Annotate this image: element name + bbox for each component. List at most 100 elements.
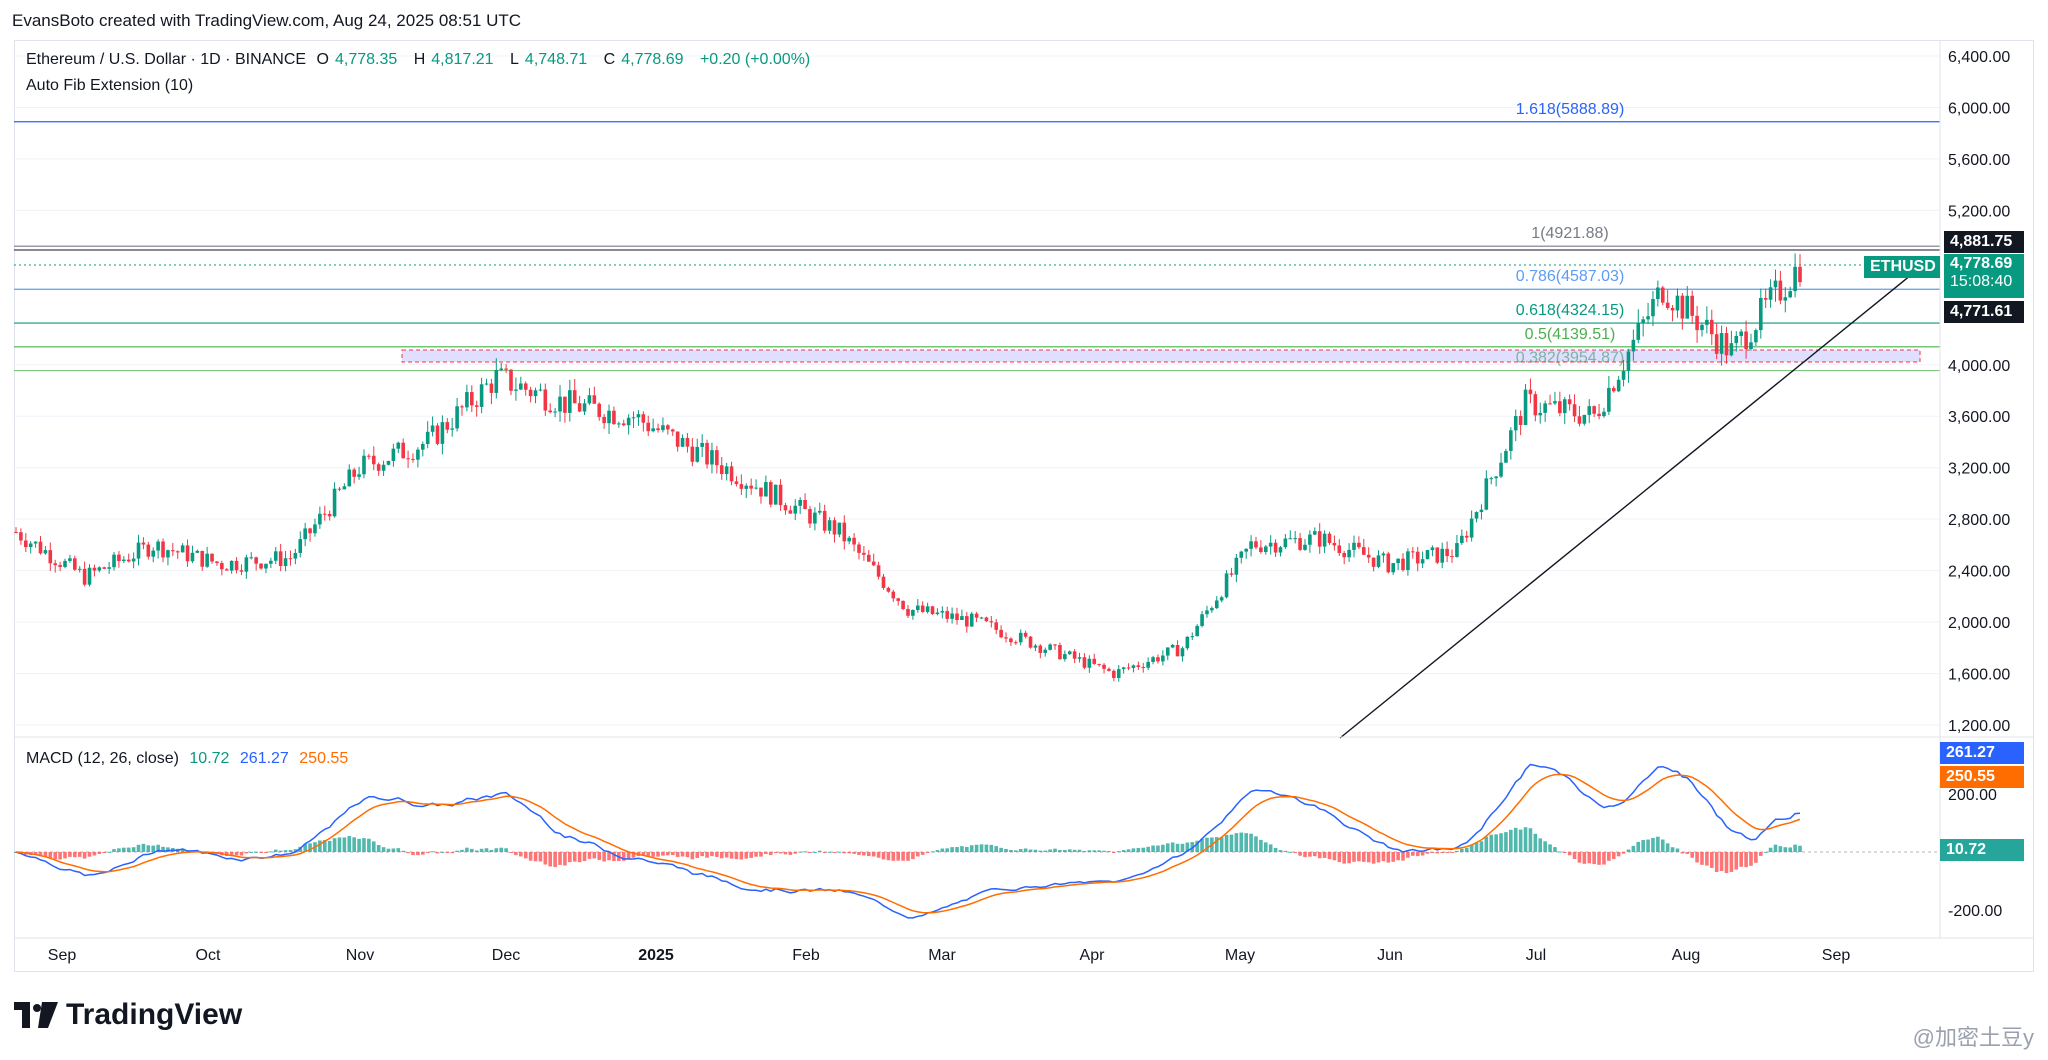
- candle-body: [940, 611, 945, 613]
- candle-body: [1053, 644, 1057, 646]
- macd-hist-bar: [1675, 848, 1680, 852]
- macd-hist-bar: [1303, 852, 1307, 858]
- macd-hist-bar: [1484, 836, 1489, 852]
- candle-body: [1391, 563, 1396, 573]
- macd-hist-bar: [1636, 841, 1641, 852]
- macd-hist-bar: [1793, 844, 1797, 852]
- macd-hist-bar: [1587, 852, 1592, 864]
- candle-body: [244, 557, 249, 572]
- candle-body: [24, 540, 28, 548]
- macd-hist-bar: [504, 848, 508, 852]
- macd-hist-bar: [739, 852, 744, 860]
- macd-hist-bar: [1190, 842, 1195, 852]
- macd-hist-bar: [1763, 851, 1768, 853]
- candle-body: [1263, 546, 1268, 552]
- macd-hist-bar: [1719, 852, 1724, 872]
- candle-body: [92, 567, 97, 571]
- macd-hist-bar: [1778, 846, 1783, 852]
- macd-hist-bar: [1332, 852, 1337, 861]
- candle-body: [1406, 551, 1410, 571]
- macd-hist-bar: [1401, 852, 1405, 861]
- macd-hist-bar: [1161, 844, 1165, 852]
- high-line-tag: 4,881.75: [1944, 231, 2024, 253]
- macd-hist-bar: [1474, 842, 1479, 852]
- candle-body: [1190, 636, 1195, 638]
- candle-body: [1200, 614, 1204, 626]
- candle-body: [1371, 557, 1376, 567]
- candle-body: [700, 442, 704, 447]
- macd-signal-value: 250.55: [299, 750, 349, 767]
- candle-body: [1327, 533, 1332, 543]
- macd-hist-bar: [916, 852, 920, 857]
- macd-hist-bar: [1406, 852, 1410, 858]
- symbol-tag[interactable]: ETHUSD: [1864, 256, 1940, 278]
- candle-body: [1724, 333, 1729, 356]
- macd-hist-bar: [1656, 836, 1660, 852]
- candle-body: [278, 551, 283, 566]
- candle-body: [857, 544, 861, 553]
- macd-hist-bar: [352, 837, 356, 852]
- macd-legend[interactable]: MACD (12, 26, close) 10.72 261.27 250.55: [26, 750, 354, 768]
- price-axis-label: 6,000.00: [1948, 100, 2010, 117]
- macd-hist-bar: [754, 852, 758, 857]
- macd-hist-bar: [1562, 852, 1567, 853]
- candle-body: [749, 485, 753, 489]
- candle-body: [793, 505, 798, 514]
- candle-body: [1411, 551, 1415, 553]
- chart-frame[interactable]: [14, 40, 2034, 972]
- macd-hist-bar: [269, 851, 273, 853]
- candle-body: [1773, 280, 1778, 288]
- macd-hist-bar: [955, 847, 959, 852]
- candle-body: [1205, 610, 1209, 615]
- macd-hist-bar: [1053, 848, 1057, 852]
- indicator-legend[interactable]: Auto Fib Extension (10): [26, 77, 194, 94]
- candle-body: [1548, 403, 1552, 405]
- tradingview-logo[interactable]: TradingView: [14, 998, 242, 1032]
- candle-body: [680, 437, 685, 447]
- candle-body: [1778, 280, 1783, 301]
- candle-body: [1562, 399, 1567, 414]
- candle-body: [519, 383, 523, 390]
- candle-body: [210, 553, 214, 562]
- candle-body: [1396, 558, 1400, 564]
- macd-hist-bar: [1567, 852, 1572, 856]
- candle-body: [269, 560, 273, 564]
- macd-hist-bar: [1553, 847, 1557, 852]
- candle-body: [1362, 547, 1366, 555]
- candle-body: [234, 560, 239, 571]
- macd-hist-bar: [1411, 852, 1415, 856]
- candle-body: [435, 425, 440, 444]
- candle-body: [759, 487, 763, 497]
- low-value: 4,748.71: [524, 51, 588, 68]
- macd-hist-bar: [945, 848, 950, 852]
- candle-body: [1058, 645, 1062, 660]
- candle-body: [724, 466, 729, 475]
- candle-body: [832, 520, 837, 535]
- candle-body: [264, 563, 268, 569]
- candle-body: [1489, 478, 1494, 480]
- macd-hist-bar: [876, 852, 881, 858]
- macd-hist-bar: [347, 836, 352, 852]
- candle-body: [1136, 665, 1141, 668]
- macd-hist-bar: [1504, 832, 1508, 852]
- candle-body: [631, 417, 636, 419]
- macd-hist-bar: [1533, 833, 1538, 852]
- macd-hist-bar: [87, 852, 92, 857]
- candle-body: [1185, 636, 1190, 649]
- candle-body: [852, 537, 856, 545]
- candle-body: [1249, 541, 1253, 549]
- macd-hist-bar: [1611, 852, 1616, 860]
- macd-hist-bar: [523, 852, 528, 859]
- candle-body: [1553, 401, 1557, 404]
- candle-body: [822, 510, 827, 531]
- candle-body: [1543, 403, 1547, 413]
- candle-body: [420, 444, 425, 450]
- candle-body: [719, 465, 724, 475]
- candle-body: [1602, 411, 1606, 417]
- macd-hist-bar: [234, 852, 239, 856]
- macd-hist-bar: [1273, 847, 1278, 852]
- price-chart[interactable]: 6,400.00 6,000.00 5,600.00 5,200.00 4,000.00…: [0, 0, 2048, 992]
- macd-hist-bar: [572, 852, 577, 862]
- candle-body: [1210, 608, 1214, 611]
- candle-body: [239, 570, 244, 572]
